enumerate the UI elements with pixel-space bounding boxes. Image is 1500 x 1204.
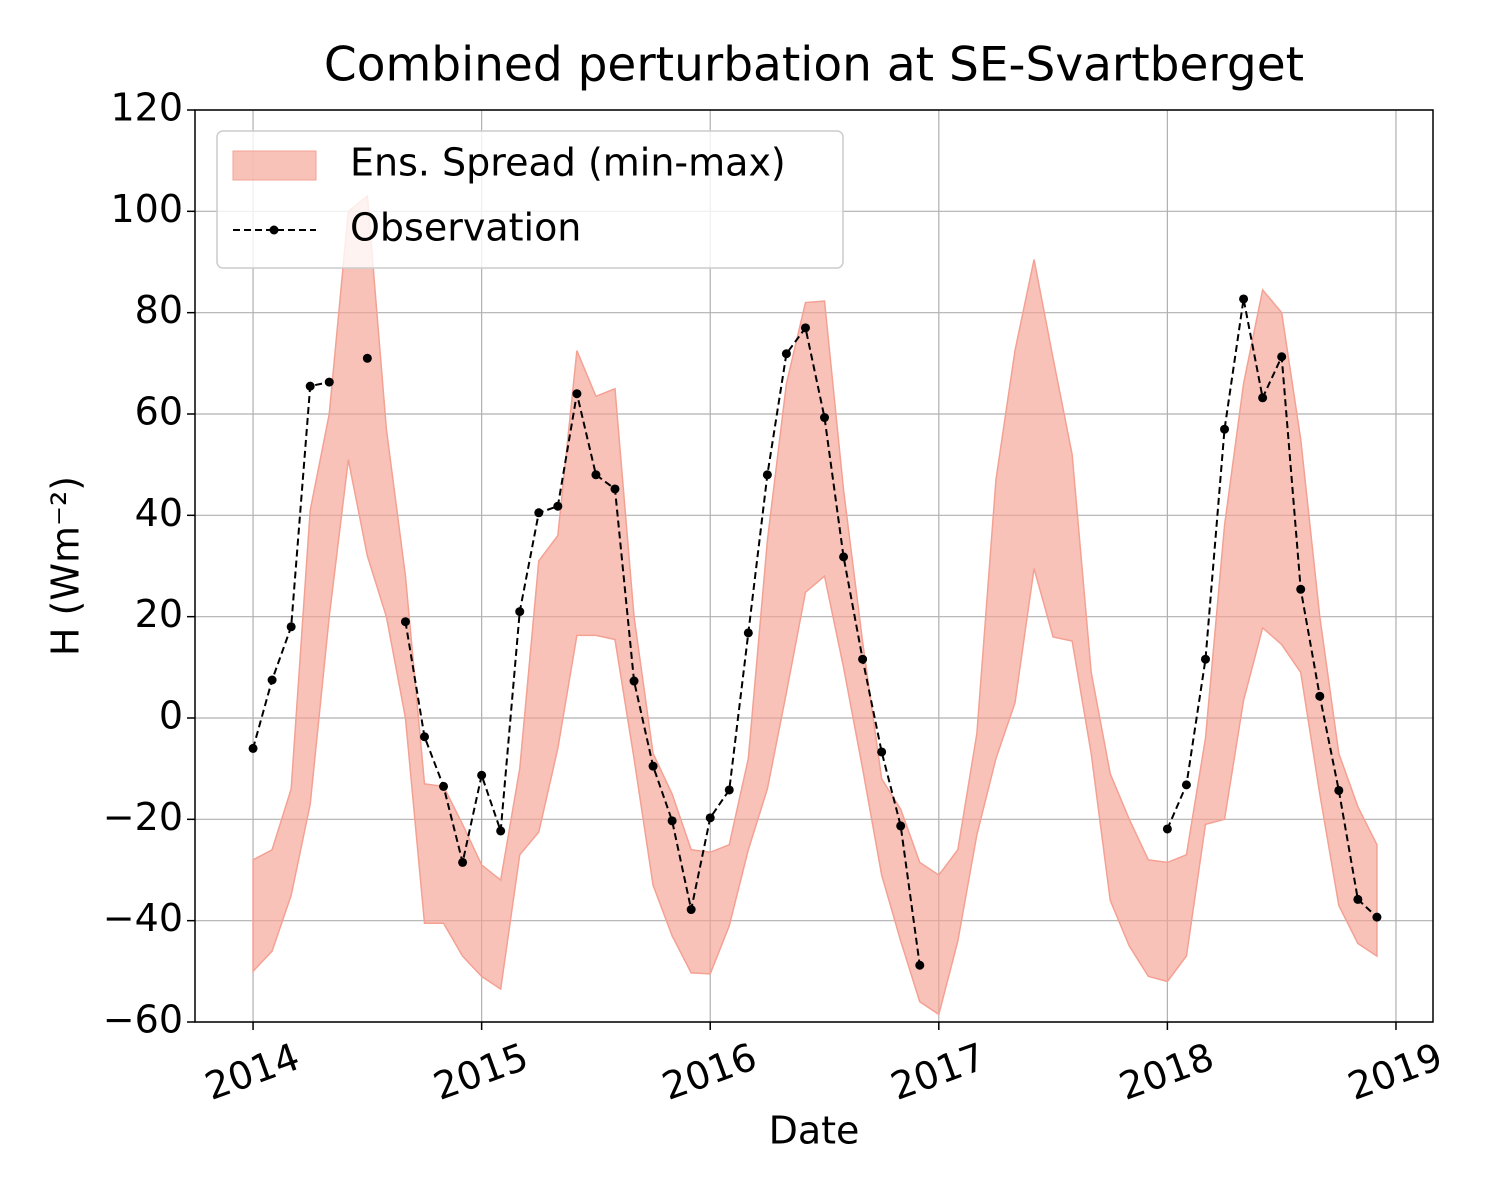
observation-point bbox=[439, 781, 449, 791]
observation-point bbox=[515, 607, 525, 617]
observation-point bbox=[629, 676, 639, 686]
observation-point bbox=[839, 552, 849, 562]
y-tick-label: 120 bbox=[110, 86, 183, 130]
y-tick-label: 80 bbox=[135, 288, 183, 332]
x-tick-label: 2015 bbox=[428, 1034, 534, 1108]
observation-point bbox=[362, 353, 372, 363]
y-tick-label: 100 bbox=[110, 187, 183, 231]
observation-point bbox=[1353, 894, 1363, 904]
observation-point bbox=[781, 349, 791, 359]
observation-point bbox=[667, 816, 677, 826]
spread-band bbox=[252, 194, 1378, 1016]
observation-point bbox=[877, 747, 887, 757]
observation-point bbox=[1200, 654, 1210, 664]
observation-point bbox=[724, 785, 734, 795]
observation-point bbox=[820, 413, 830, 423]
observation-point bbox=[1315, 691, 1325, 701]
observation-point bbox=[324, 377, 334, 387]
x-axis-label: Date bbox=[769, 1109, 860, 1153]
observation-point bbox=[496, 826, 506, 836]
observation-point bbox=[1372, 912, 1382, 922]
x-tick-label: 2016 bbox=[656, 1034, 762, 1108]
legend-box bbox=[216, 130, 844, 269]
y-tick-label: 0 bbox=[159, 694, 183, 738]
plot-area bbox=[248, 194, 1382, 1016]
legend-marker bbox=[269, 225, 279, 235]
observation-point bbox=[1277, 352, 1287, 362]
x-tick-label: 2014 bbox=[199, 1034, 305, 1108]
y-tick-label: −40 bbox=[103, 896, 183, 940]
observation-point bbox=[534, 508, 544, 518]
observation-point bbox=[858, 654, 868, 664]
legend: Ens. Spread (min-max) Observation bbox=[216, 130, 844, 269]
y-tick-label: −20 bbox=[103, 795, 183, 839]
y-axis-label: H (Wm⁻²) bbox=[44, 476, 88, 656]
observation-point bbox=[896, 821, 906, 831]
observation-point bbox=[1181, 780, 1191, 790]
x-tick-label: 2019 bbox=[1342, 1034, 1448, 1108]
legend-label: Observation bbox=[350, 206, 581, 250]
y-tick-label: 60 bbox=[135, 390, 183, 434]
legend-label: Ens. Spread (min-max) bbox=[350, 141, 786, 185]
observation-point bbox=[591, 470, 601, 480]
observation-point bbox=[419, 732, 429, 742]
observation-point bbox=[267, 675, 277, 685]
observation-point bbox=[800, 323, 810, 333]
chart-title: Combined perturbation at SE-Svartberget bbox=[324, 38, 1304, 93]
observation-point bbox=[1239, 294, 1249, 304]
observation-point bbox=[1258, 393, 1268, 403]
x-tick-label: 2017 bbox=[885, 1034, 991, 1108]
observation-point bbox=[553, 501, 563, 511]
observation-point bbox=[762, 470, 772, 480]
axes-frame bbox=[194, 109, 1434, 1023]
observation-point bbox=[743, 628, 753, 638]
observation-point bbox=[286, 622, 296, 632]
observation-point bbox=[686, 905, 696, 915]
observation-point bbox=[915, 960, 925, 970]
observation-point bbox=[572, 389, 582, 399]
observation-point bbox=[1296, 584, 1306, 594]
observation-point bbox=[1220, 424, 1230, 434]
x-tick-label: 2018 bbox=[1114, 1034, 1220, 1108]
legend-swatch bbox=[232, 150, 317, 181]
observation-point bbox=[1162, 824, 1172, 834]
observation-point bbox=[705, 813, 715, 823]
observation-point bbox=[305, 381, 315, 391]
y-tick-label: 20 bbox=[135, 592, 183, 636]
observation-point bbox=[477, 770, 487, 780]
observation-point bbox=[1334, 785, 1344, 795]
observation-point bbox=[400, 617, 410, 627]
y-tick-label: −60 bbox=[103, 998, 183, 1042]
observation-point bbox=[610, 484, 620, 494]
y-tick-label: 40 bbox=[135, 491, 183, 535]
observation-point bbox=[458, 857, 468, 867]
observation-point bbox=[248, 743, 258, 753]
observation-point bbox=[648, 761, 658, 771]
